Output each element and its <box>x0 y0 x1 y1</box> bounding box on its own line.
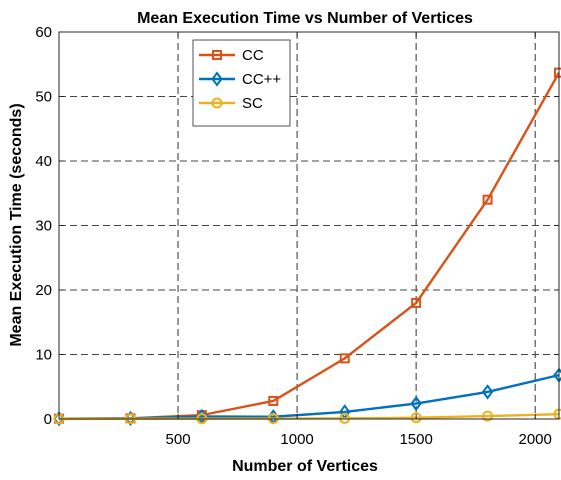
chart-title: Mean Execution Time vs Number of Vertice… <box>137 10 473 27</box>
y-axis-label: Mean Execution Time (seconds) <box>8 103 25 346</box>
legend-label: SC <box>242 95 263 112</box>
x-tick-label: 500 <box>166 431 191 448</box>
y-tick-label: 30 <box>35 218 52 235</box>
y-tick-label: 0 <box>44 411 52 428</box>
legend-label: CC <box>242 47 264 64</box>
x-axis-label: Number of Vertices <box>232 458 378 475</box>
legend: CC CC++ SC <box>193 40 290 126</box>
legend-label: CC++ <box>242 71 281 88</box>
x-tick-label: 1000 <box>280 431 313 448</box>
y-tick-label: 50 <box>35 89 52 106</box>
x-tick-label: 2000 <box>519 431 552 448</box>
y-tick-label: 20 <box>35 282 52 299</box>
y-tick-label: 60 <box>35 24 52 41</box>
x-tick-label: 1500 <box>399 431 432 448</box>
y-tick-label: 10 <box>35 347 52 364</box>
y-tick-label: 40 <box>35 153 52 170</box>
